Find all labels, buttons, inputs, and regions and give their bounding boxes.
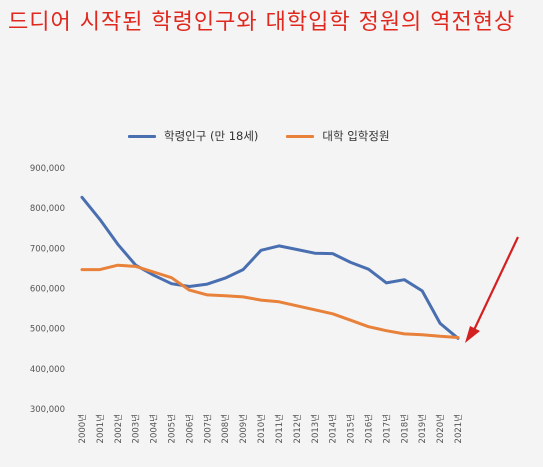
x-tick-label: 2016년 [363,414,374,443]
arrow-head [465,326,480,343]
legend-label-quota: 대학 입학정원 [322,129,390,143]
x-tick-label: 2008년 [220,414,231,443]
x-tick-label: 2001년 [95,414,106,443]
y-axis: 300,000 400,000 500,000 600,000 700,000 800,0… [30,164,65,415]
x-tick-label: 2002년 [113,414,124,443]
x-tick-label: 2014년 [328,414,339,443]
x-tick-label: 2006년 [184,414,195,443]
y-tick-label: 900,000 [30,164,65,174]
x-tick-label: 2017년 [381,414,392,443]
chart-legend: 학령인구 (만 18세) 대학 입학정원 [128,128,390,144]
y-tick-label: 400,000 [30,365,65,375]
y-tick-label: 500,000 [30,325,65,335]
x-tick-label: 2018년 [399,414,410,443]
x-tick-label: 2003년 [131,414,142,443]
series-layer [80,195,460,340]
legend-swatch-quota [286,134,315,138]
x-tick-label: 2015년 [346,414,357,443]
legend-item-quota: 대학 입학정원 [286,128,390,144]
x-tick-label: 2005년 [167,414,178,443]
x-tick-label: 2011년 [274,414,285,443]
x-tick-label: 2020년 [435,414,446,443]
x-tick-label: 2013년 [310,414,321,443]
legend-label-school-age: 학령인구 (만 18세) [164,129,259,143]
x-tick-label: 2004년 [149,414,160,443]
x-tick-label: 2021년 [453,414,464,443]
y-tick-label: 300,000 [30,405,65,415]
y-tick-label: 600,000 [30,285,65,295]
arrow-shaft [473,236,519,331]
x-tick-label: 2007년 [202,414,213,443]
x-tick-label: 2019년 [417,414,428,443]
y-tick-label: 700,000 [30,244,65,254]
slide-title: 드디어 시작된 학령인구와 대학입학 정원의 역전현상 [8,10,516,35]
highlight-arrow [465,236,519,343]
x-tick-label: 2000년 [77,414,88,443]
legend-swatch-school-age [128,134,156,138]
x-tick-label: 2012년 [292,414,303,443]
x-tick-label: 2009년 [238,414,249,443]
legend-item-school-age: 학령인구 (만 18세) [128,128,258,144]
series-line-quota [80,263,460,339]
x-axis: 2000년 2001년 2002년 2003년 2004년 2005년 2006년 2007년… [77,414,464,443]
y-tick-label: 800,000 [30,204,65,214]
x-tick-label: 2010년 [256,414,267,443]
